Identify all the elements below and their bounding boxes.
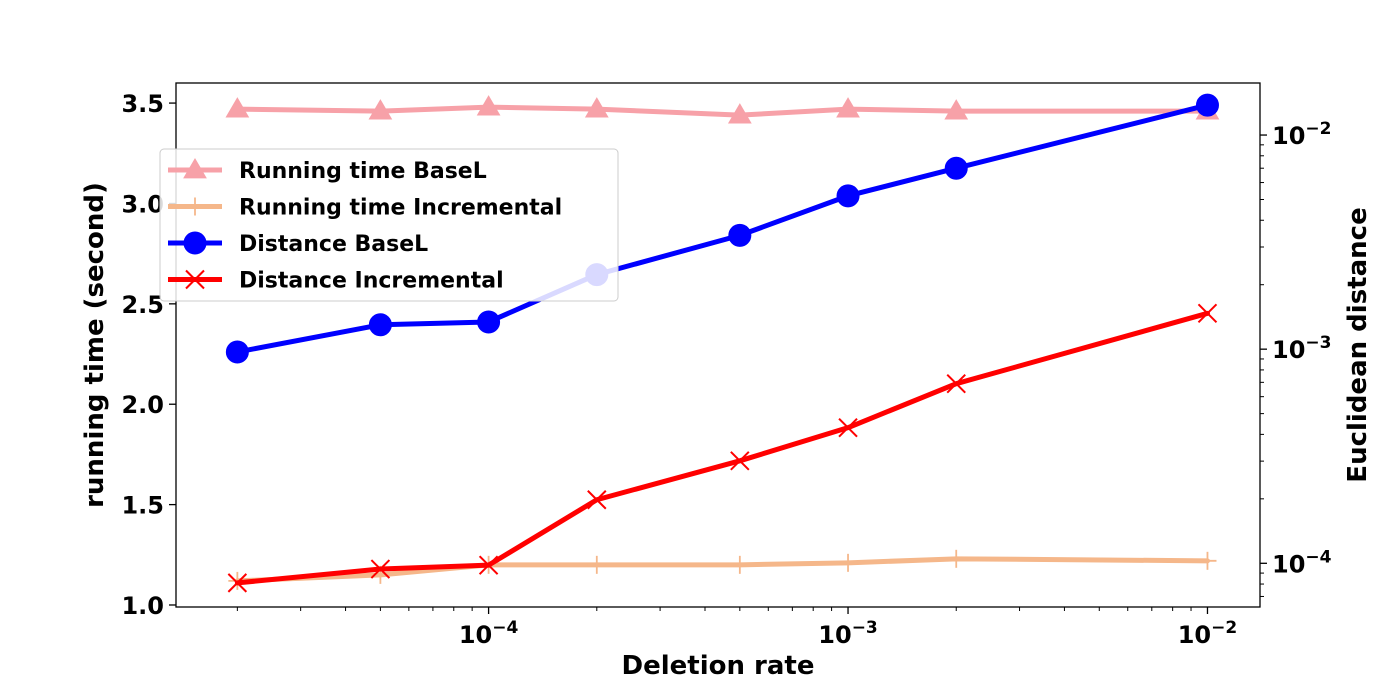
lines-layer [225,93,1220,593]
data-point-distance-incremental-4-stroke-b [730,451,750,471]
x-tick-label-0: 10−4 [459,618,519,649]
data-point-running-time-basel-5 [836,97,860,118]
legend-label-running-time-incremental: Running time Incremental [239,196,562,221]
y-right-tick-label-0: 10−4 [1272,547,1332,578]
data-point-distance-basel-0 [225,340,249,364]
data-point-distance-basel-5 [836,184,860,208]
legend-marker-distance-basel [183,231,207,255]
legend-marker-running-time-basel [183,158,207,179]
data-point-running-time-incremental-5 [839,553,858,572]
data-point-distance-incremental-2-stroke-b [478,555,499,575]
y-axis-left-title: running time (second) [80,182,110,508]
y-left-tick-label-2: 2.0 [121,391,164,419]
data-point-distance-incremental-5-stroke-b [838,417,858,438]
data-point-distance-incremental-5 [838,417,858,438]
data-point-running-time-basel-6 [944,99,969,120]
series-running-time-basel [225,95,1220,124]
x-tick-label-2: 10−2 [1178,618,1237,649]
y-left-tick-label-3: 2.5 [121,291,164,319]
legend-box [159,148,619,302]
data-point-running-time-incremental-3 [587,555,606,574]
data-point-distance-incremental-7-stroke-b [1197,303,1218,324]
data-point-running-time-incremental-7 [1198,551,1217,570]
legend: Running time BaseL Running time Increment… [159,148,619,302]
y-left-tick-label-4: 3.0 [121,190,164,218]
legend-marker-distance-incremental-stroke-b [185,269,205,290]
y-axis-right-title: Euclidean distance [1343,207,1373,482]
x-tick-label-1: 10−3 [818,618,877,649]
data-point-distance-incremental-0 [227,573,248,593]
legend-label-running-time-basel: Running time BaseL [239,159,487,184]
data-point-distance-incremental-3-stroke-b [587,490,607,510]
y-right-tick-label-1: 10−3 [1272,333,1331,364]
series-line-distance-basel [234,102,1210,355]
legend-item-distance-incremental: Distance Incremental [168,269,504,294]
data-point-running-time-incremental-4 [730,555,749,574]
series-running-time-incremental [228,549,1217,590]
x-axis-title: Deletion rate [622,651,815,681]
legend-label-distance-basel: Distance BaseL [239,232,428,257]
data-point-distance-basel-7 [1195,93,1219,117]
data-point-distance-incremental-6 [946,373,966,394]
legend-marker-running-time-incremental [186,197,204,216]
legend-marker-distance-incremental [185,269,205,290]
legend-item-running-time-incremental: Running time Incremental [168,196,562,221]
data-point-distance-incremental-0-stroke-b [227,573,248,593]
data-point-distance-incremental-6-stroke-b [946,373,966,394]
data-point-running-time-basel-1 [368,99,393,120]
series-line-distance-incremental [234,310,1210,586]
data-point-running-time-basel-3 [584,97,609,118]
data-point-distance-basel-1 [368,313,392,337]
y-left-tick-label-1: 1.5 [121,492,164,520]
data-point-distance-basel-2 [477,310,501,334]
series-distance-incremental [227,303,1218,593]
data-point-running-time-basel-2 [476,95,501,116]
ticks-layer: 10−4 10−3 10−2 1.0 1.5 2.0 2.5 3.0 3.5 10−4 10−3 10… [121,90,1331,649]
data-point-distance-incremental-1 [370,559,391,579]
series-line-running-time-incremental [234,556,1210,584]
legend-item-running-time-basel: Running time BaseL [168,158,487,184]
data-point-distance-incremental-7 [1197,303,1218,324]
data-point-running-time-basel-0 [225,97,250,118]
data-point-distance-incremental-2 [478,555,499,575]
data-point-distance-basel-6 [944,156,968,180]
legend-item-distance-basel: Distance BaseL [168,231,428,257]
data-point-running-time-incremental-6 [947,549,966,568]
legend-label-distance-incremental: Distance Incremental [239,269,504,294]
data-point-distance-incremental-1-stroke-b [370,559,391,579]
y-left-tick-label-5: 3.5 [121,90,164,118]
data-point-distance-incremental-3 [587,490,607,510]
data-point-running-time-basel-4 [727,103,752,124]
plot-frame [175,82,1261,608]
data-point-distance-basel-4 [728,223,752,247]
data-point-distance-incremental-4 [730,451,750,471]
y-right-tick-label-2: 10−2 [1272,119,1331,150]
series-line-running-time-basel [234,104,1210,118]
y-left-tick-label-0: 1.0 [121,592,164,620]
